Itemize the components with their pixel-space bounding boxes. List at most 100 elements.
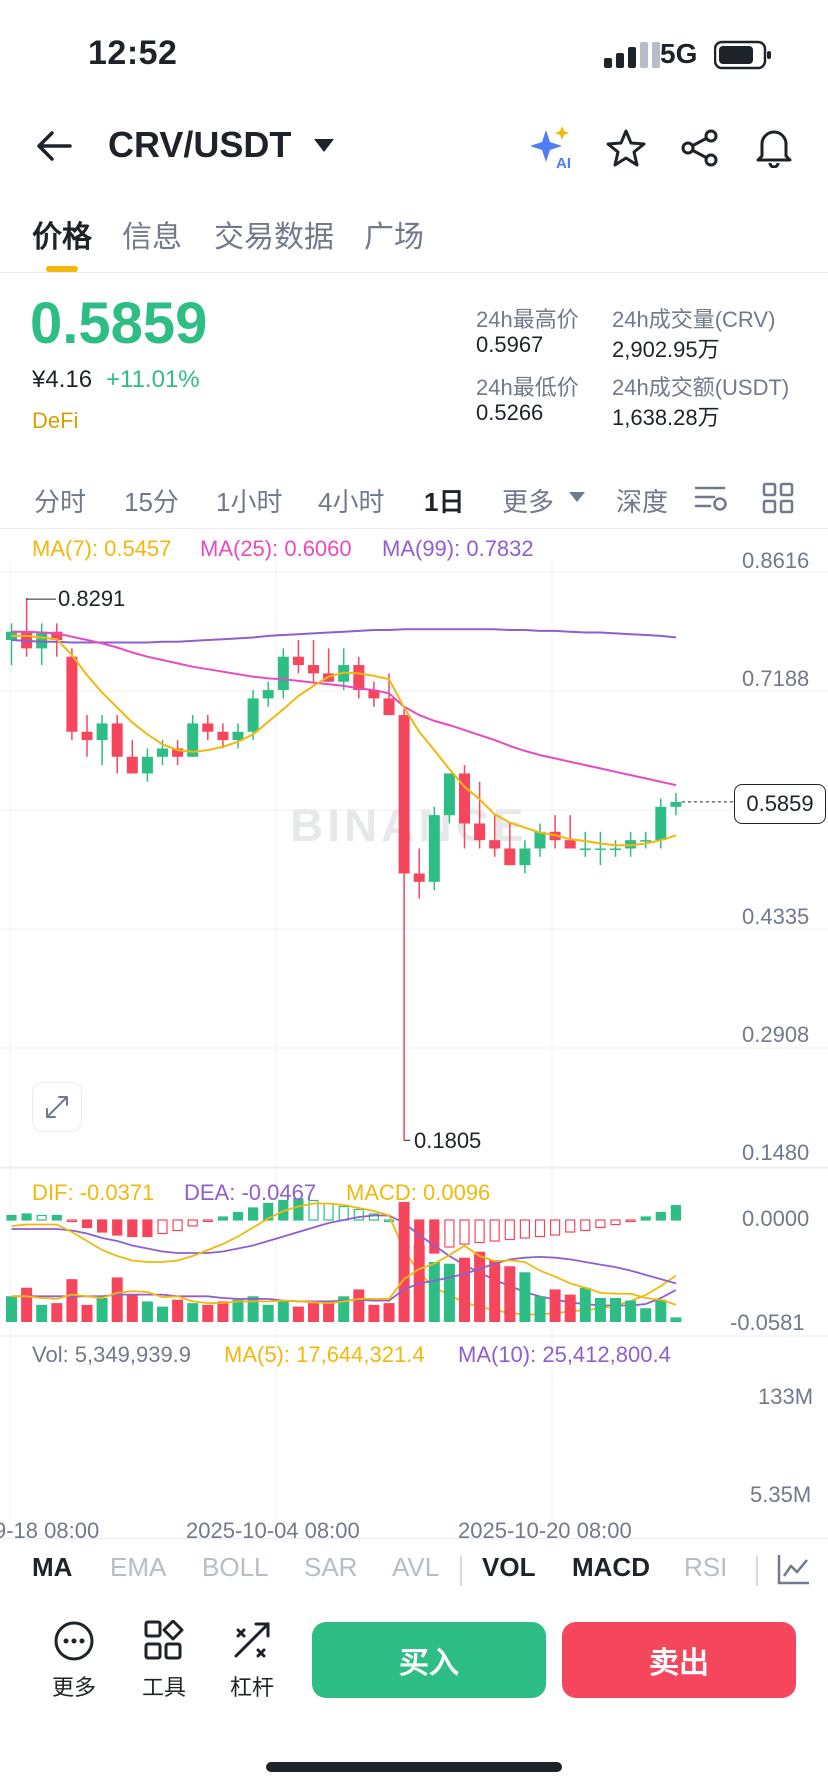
volume-bar [610, 1298, 621, 1322]
macd-axis-label: -0.0581 [730, 1310, 805, 1335]
kline-chart[interactable] [0, 560, 828, 1520]
chart-settings-icon[interactable] [694, 482, 728, 514]
pair-title[interactable]: CRV/USDT [108, 124, 292, 165]
macd-histogram-bar [519, 1219, 531, 1239]
tf-more-caret-icon[interactable] [568, 490, 586, 504]
tf-timeshare[interactable]: 分时 [34, 487, 87, 517]
indicator-boll[interactable]: BOLL [202, 1552, 269, 1582]
star-icon[interactable] [606, 128, 646, 168]
indicator-macd[interactable]: MACD [572, 1552, 650, 1582]
layout-grid-icon[interactable] [762, 482, 794, 514]
candle-body [308, 665, 319, 674]
last-price: 0.5859 [30, 291, 208, 356]
macd-histogram-bar [232, 1211, 244, 1221]
dropdown-caret-icon[interactable] [312, 136, 336, 156]
buy-button[interactable]: 买入 [312, 1622, 546, 1698]
price-axis-label: 0.2908 [742, 1022, 810, 1047]
more-button[interactable] [52, 1620, 96, 1700]
tf-1h[interactable]: 1小时 [216, 487, 283, 517]
stat-low-value: 0.5266 [476, 400, 544, 425]
candle-body [66, 656, 78, 732]
candle-body [670, 801, 682, 807]
candle-body [232, 731, 244, 741]
ma25-line [11, 630, 677, 787]
tools-button[interactable] [144, 1619, 184, 1664]
macd-histogram-bar [595, 1219, 606, 1229]
candle-body [217, 731, 229, 741]
tab-square[interactable]: 广场 [364, 221, 424, 254]
candle-body [534, 831, 546, 849]
candle-body [353, 665, 365, 691]
leverage-icon [234, 1622, 270, 1658]
candle-body [202, 723, 214, 732]
candle-body [474, 823, 486, 841]
volume-bar [277, 1301, 289, 1322]
macd-histogram-bar [293, 1198, 304, 1221]
indicator-vol[interactable]: VOL [482, 1552, 536, 1582]
indicator-rsi[interactable]: RSI [684, 1552, 728, 1582]
tab-info[interactable]: 信息 [122, 221, 182, 254]
sell-button[interactable]: 卖出 [562, 1622, 796, 1698]
ai-sparkle-icon[interactable]: AI [528, 124, 576, 170]
volume-bar [126, 1294, 138, 1322]
svg-text:AI: AI [556, 155, 571, 170]
more-label[interactable]: 更多 [52, 1675, 97, 1700]
ma7-line [11, 634, 677, 847]
tf-15m[interactable]: 15分 [124, 487, 179, 517]
expand-chart-button[interactable] [32, 1082, 82, 1132]
macd-histogram-bar [263, 1202, 274, 1221]
volume-bar [157, 1306, 168, 1322]
price-cny: ¥4.16 [32, 366, 93, 393]
volume-bar [474, 1251, 486, 1322]
tab-price[interactable]: 价格 [32, 221, 92, 254]
macd-histogram-bar [429, 1219, 440, 1254]
volume-bar [202, 1304, 214, 1322]
indicator-ema[interactable]: EMA [110, 1552, 167, 1582]
volume-bar [428, 1262, 440, 1322]
candle-body [519, 848, 531, 866]
volume-bar [111, 1277, 123, 1322]
high-annotation: 0.8291 [58, 586, 126, 611]
volume-bar [459, 1257, 470, 1322]
indicator-sar[interactable]: SAR [304, 1552, 358, 1582]
macd-histogram-bar [202, 1219, 213, 1223]
vol-axis-label: 5.35M [750, 1482, 812, 1507]
time-axis-label: 2025-10-20 08:00 [458, 1518, 632, 1543]
leverage-label[interactable]: 杠杆 [230, 1675, 275, 1700]
tf-more[interactable]: 更多 [502, 487, 555, 517]
tab-trading-data[interactable]: 交易数据 [214, 221, 334, 254]
candle-body [172, 748, 184, 757]
vol-axis-label: 133M [758, 1384, 814, 1409]
back-arrow-icon[interactable] [34, 128, 74, 164]
tf-4h[interactable]: 4小时 [318, 487, 385, 517]
macd-histogram-bar [383, 1219, 395, 1223]
leverage-button[interactable] [232, 1620, 272, 1664]
candle-body [383, 698, 395, 716]
share-icon[interactable] [680, 128, 720, 168]
tf-1d[interactable]: 1日 [424, 487, 465, 517]
volume-bar [368, 1304, 380, 1322]
indicator-settings-icon[interactable] [776, 1552, 812, 1586]
volume-bar [398, 1202, 410, 1322]
volume-bar [262, 1304, 274, 1322]
macd-histogram-bar [640, 1216, 651, 1221]
home-indicator[interactable] [266, 1762, 562, 1772]
stat-volume-label: 24h成交量(CRV) [612, 307, 776, 332]
category-tag[interactable]: DeFi [32, 408, 79, 433]
candle-body [141, 756, 153, 774]
macd-histogram-bar [504, 1219, 515, 1241]
bell-icon[interactable] [754, 126, 794, 168]
indicator-separator [460, 1556, 462, 1586]
candle-body [262, 690, 274, 699]
indicator-ma[interactable]: MA [32, 1552, 73, 1582]
candle-body [292, 656, 304, 666]
volume-bar [292, 1306, 304, 1322]
tabs-divider [0, 272, 828, 273]
macd-histogram-bar [21, 1213, 32, 1221]
tools-label[interactable]: 工具 [142, 1675, 187, 1700]
stat-amount-value: 1,638.28万 [612, 405, 720, 430]
candle-body [564, 840, 576, 849]
stat-low-label: 24h最低价 [476, 375, 579, 400]
indicator-avl[interactable]: AVL [392, 1552, 440, 1582]
tf-depth[interactable]: 深度 [616, 487, 669, 517]
